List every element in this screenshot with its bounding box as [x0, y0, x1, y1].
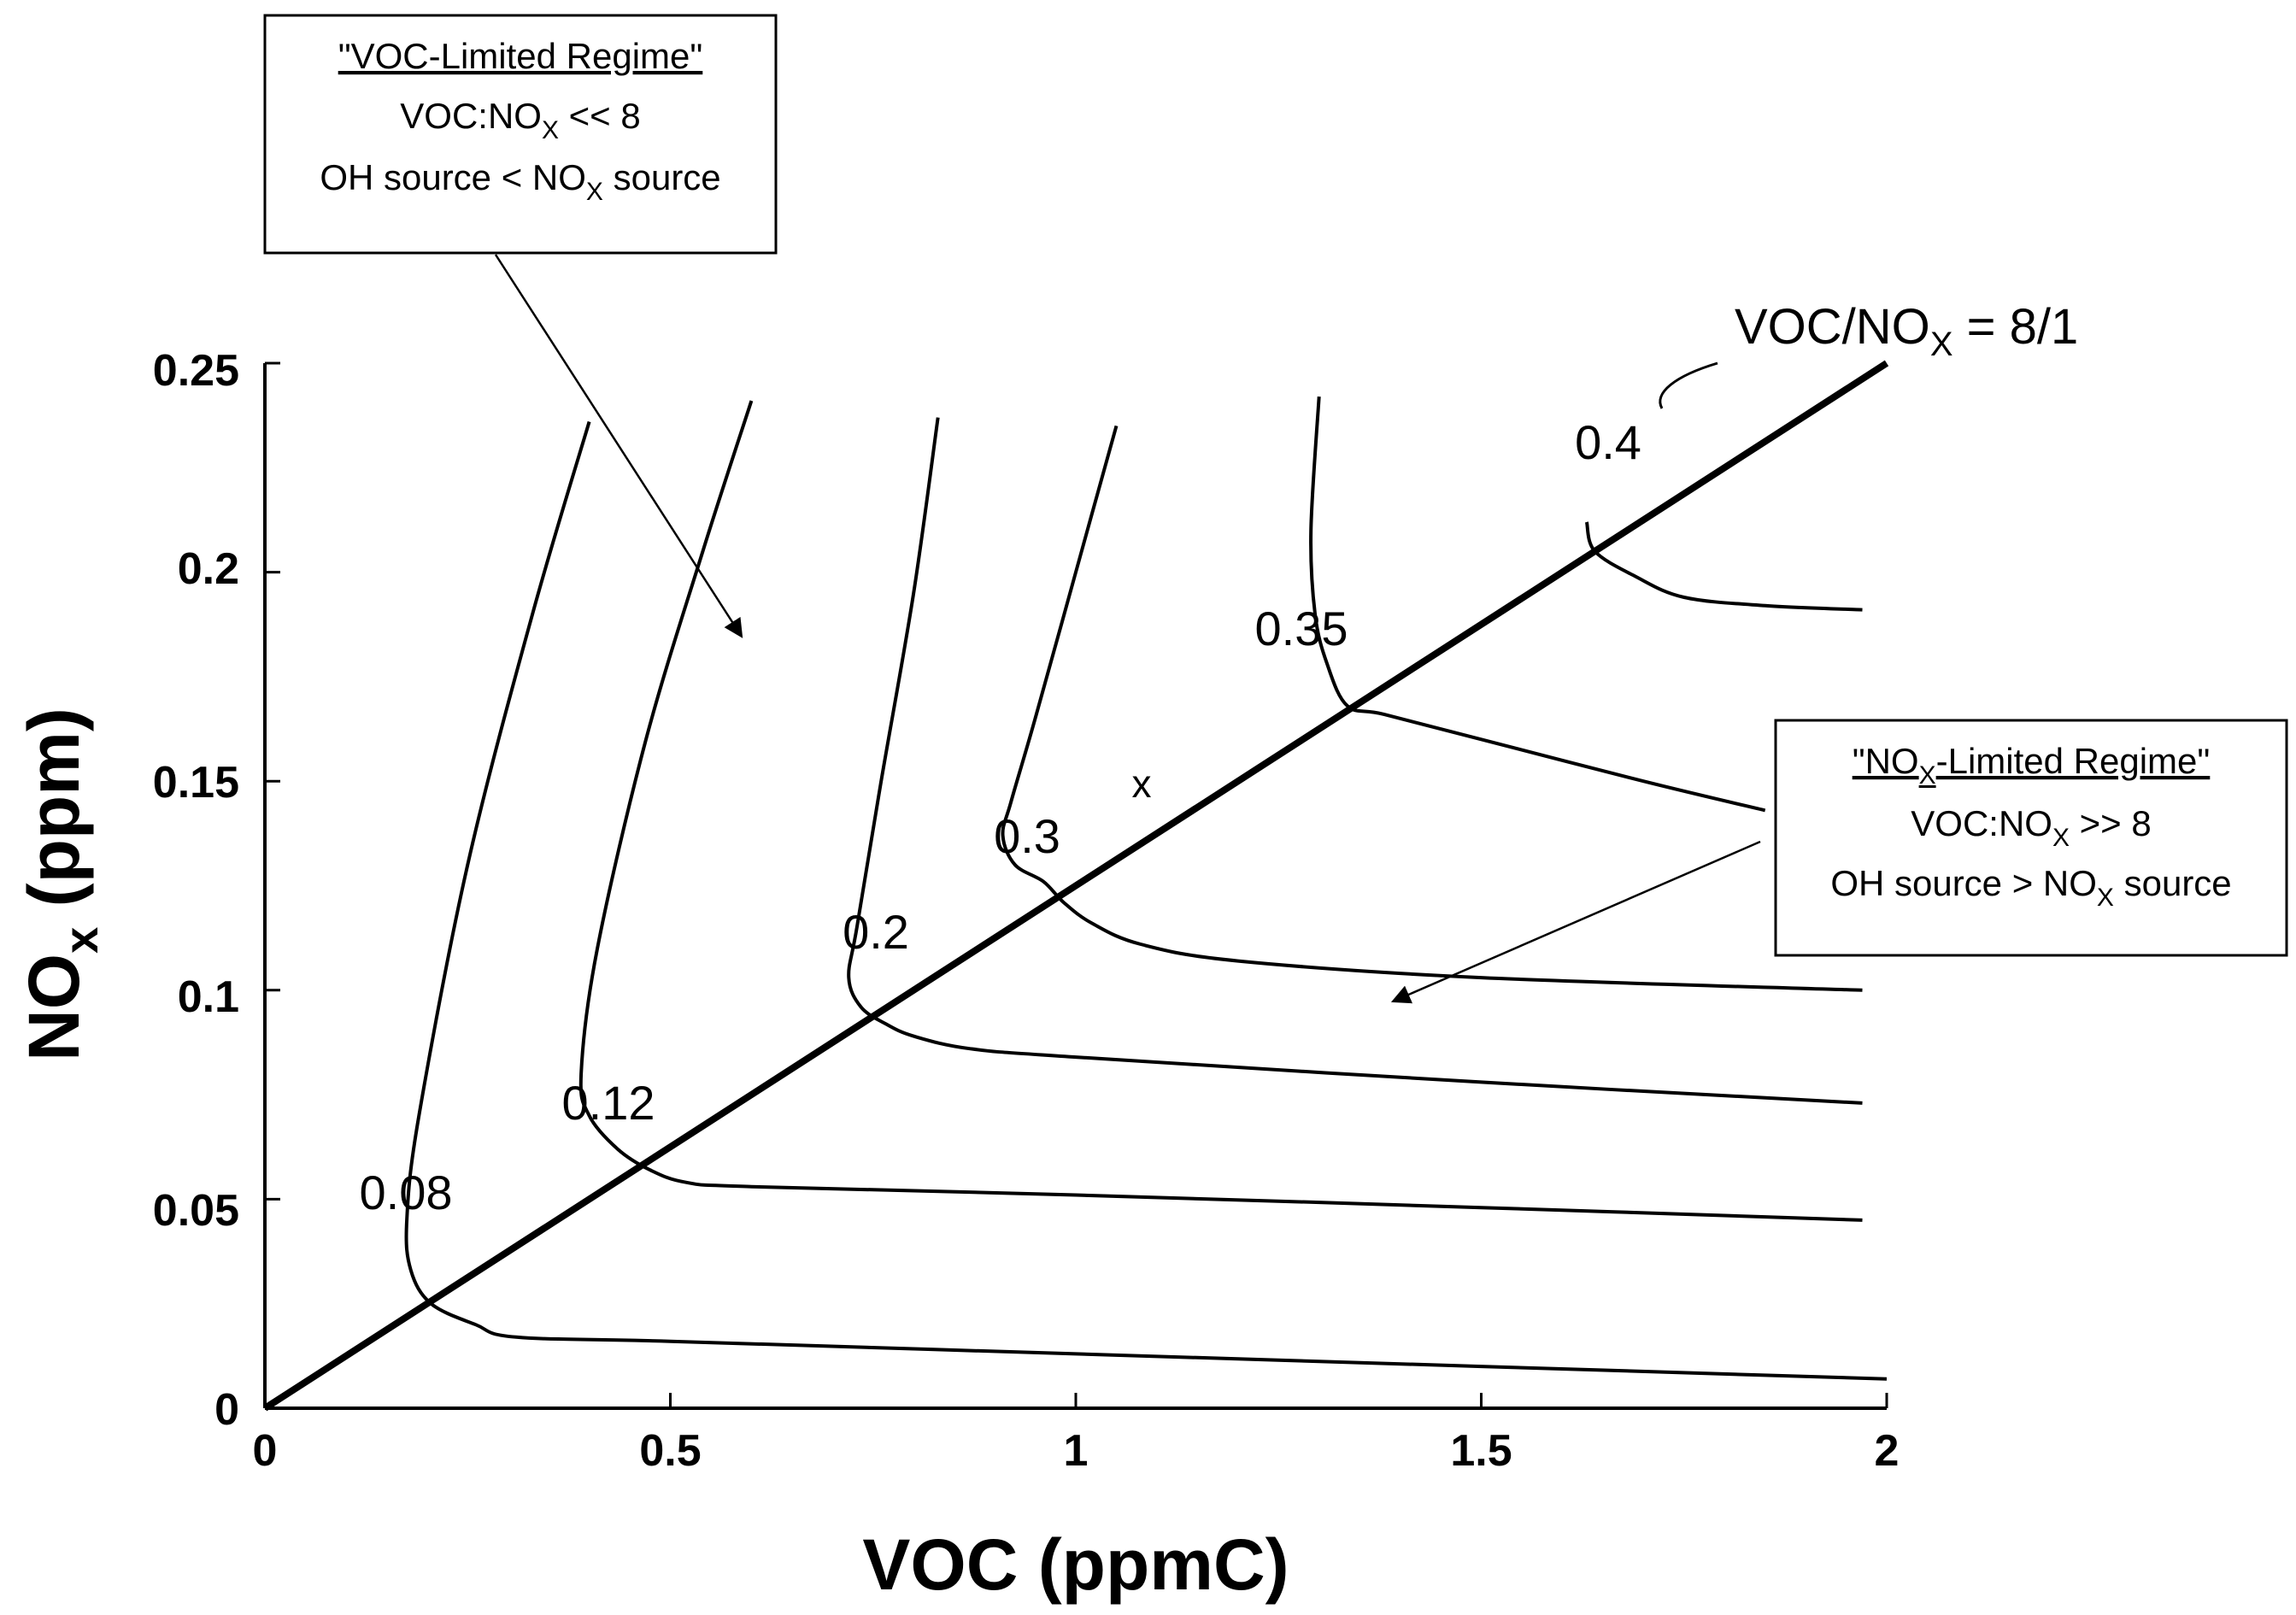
- y-tick-labels: 0 0.05 0.1 0.15 0.2 0.25: [153, 346, 239, 1435]
- x-tick-label: 1.5: [1450, 1426, 1512, 1476]
- ridge-line-group: [262, 360, 1889, 1412]
- voc-limited-arrow: [494, 254, 743, 638]
- voc-limited-title: "VOC-Limited Regime": [338, 36, 703, 76]
- y-tick-label: 0.2: [178, 544, 239, 594]
- y-tick-label: 0.25: [153, 346, 239, 396]
- voc-limited-oh: OH source < NOX source: [320, 157, 720, 206]
- y-tick-label: 0.15: [153, 758, 239, 808]
- y-tick-label: 0.05: [153, 1186, 239, 1236]
- nox-limited-oh: OH source > NOX source: [1830, 863, 2231, 912]
- x-tick-labels: 0 0.5 1 1.5 2: [253, 1426, 1900, 1476]
- isopleth-0.08: [404, 420, 1888, 1381]
- nox-limited-box: [1774, 719, 2288, 957]
- isopleth-0.2: [847, 417, 1863, 1105]
- voc-nox-8-to-1-line: [262, 360, 1889, 1412]
- ridge-label-leader: [1659, 361, 1718, 409]
- isopleth-0.12: [578, 400, 1863, 1222]
- ridge-line-label: VOC/NOX = 8/1: [1735, 299, 2078, 363]
- voc-limited-ratio: VOC:NOX << 8: [400, 96, 640, 144]
- y-tick-label: 0: [214, 1385, 239, 1435]
- x-tick-label: 2: [1875, 1426, 1900, 1476]
- x-tick-label: 0.5: [639, 1426, 701, 1476]
- contour-label-0.4: 0.4: [1575, 415, 1641, 469]
- isopleth-0.3: [1001, 425, 1863, 992]
- voc-limited-box: [263, 14, 778, 255]
- nox-limited-annotation: "NOX-Limited Regime" VOC:NOX >> 8 OH sou…: [1390, 719, 2288, 1004]
- contour-label-0.3: 0.3: [994, 809, 1060, 863]
- contour-label-0.08: 0.08: [360, 1166, 453, 1219]
- isopleth-0.4: [1584, 521, 1863, 612]
- isopleth-0.35: [1309, 396, 1766, 813]
- x-axis-title: VOC (ppmC): [862, 1524, 1289, 1605]
- contour-label-0.35: 0.35: [1255, 602, 1348, 655]
- nox-limited-arrow: [1390, 840, 1761, 1004]
- nox-limited-ratio: VOC:NOX >> 8: [1911, 803, 2151, 852]
- y-axis-title: NOx (ppm): [14, 708, 108, 1061]
- contour-labels: 0.08 0.12 0.2 0.3 0.35 0.4: [360, 415, 1641, 1219]
- nox-limited-title: "NOX-Limited Regime": [1853, 741, 2211, 790]
- contour-label-0.2: 0.2: [843, 905, 909, 959]
- y-tick-label: 0.1: [178, 972, 239, 1022]
- isopleth-contours: [404, 396, 1888, 1381]
- voc-limited-annotation: "VOC-Limited Regime" VOC:NOX << 8 OH sou…: [263, 14, 778, 638]
- x-tick-label: 0: [253, 1426, 278, 1476]
- contour-label-0.12: 0.12: [562, 1076, 655, 1130]
- x-marker: x: [1132, 761, 1152, 806]
- x-tick-label: 1: [1064, 1426, 1089, 1476]
